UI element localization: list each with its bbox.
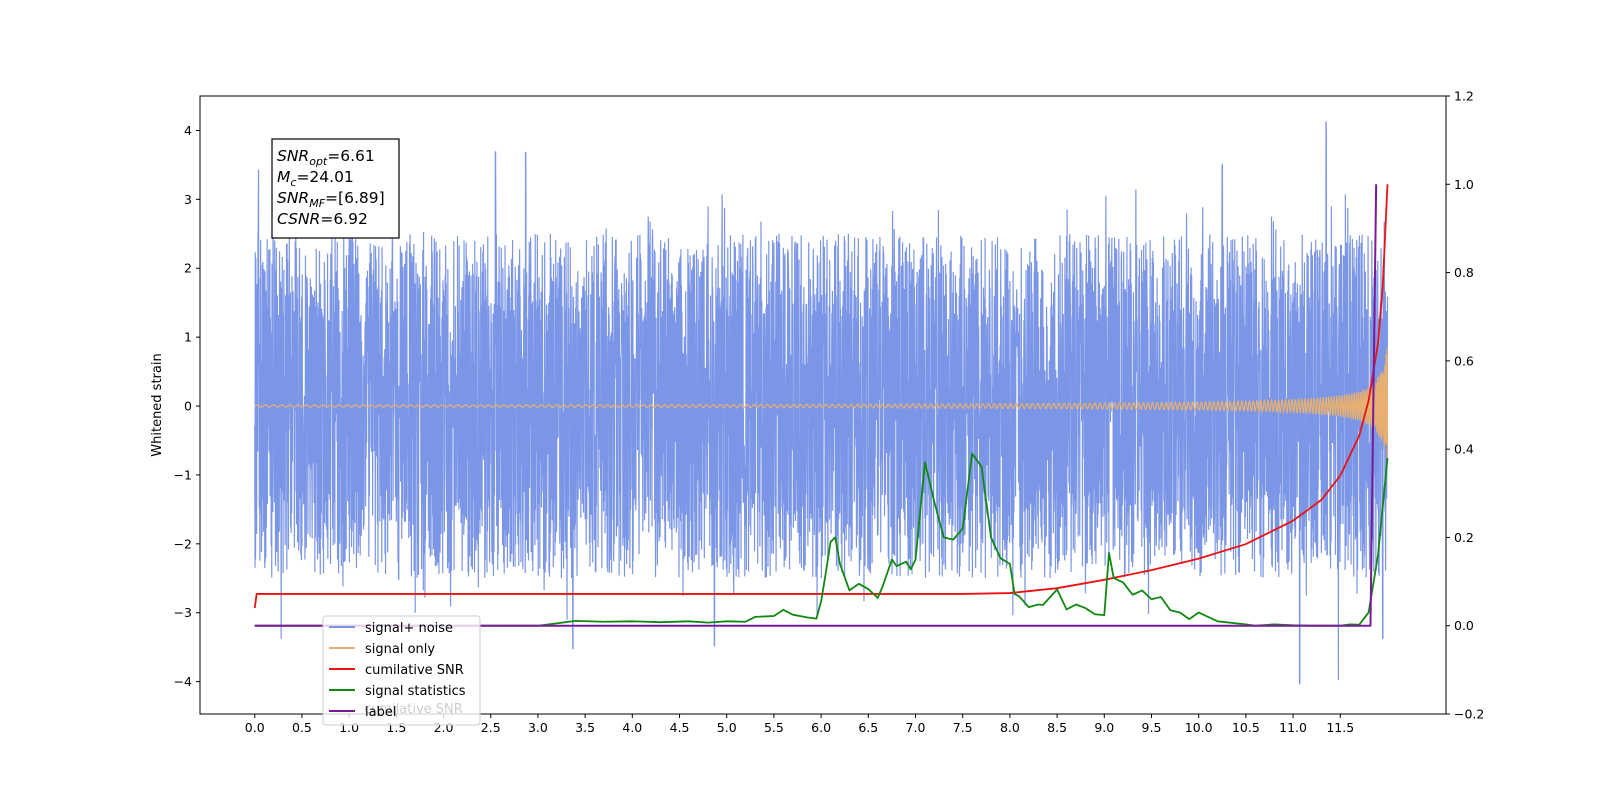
- y2-tick-label: 0.8: [1454, 265, 1474, 280]
- y-tick-label: −1: [174, 467, 192, 482]
- y2-tick-label: 0.0: [1454, 618, 1474, 633]
- x-tick-label: 7.5: [953, 720, 973, 735]
- y-tick-label: −2: [174, 536, 192, 551]
- series-line-signal-only: [254, 347, 1389, 462]
- x-tick-label: 0.5: [292, 720, 312, 735]
- x-tick-label: 8.5: [1047, 720, 1067, 735]
- annotation-line: SNRMF=[6.89]: [277, 189, 385, 210]
- plot-area: [253, 121, 1389, 685]
- y-tick-label: −4: [174, 674, 192, 689]
- plot-frame: [199, 95, 1447, 715]
- x-tick-label: 6.5: [858, 720, 878, 735]
- x-tick-label: 2.5: [481, 720, 501, 735]
- x-tick-label: 10.0: [1185, 720, 1213, 735]
- x-tick-label: 0.0: [245, 720, 265, 735]
- y2-tick-label: 0.6: [1454, 353, 1474, 368]
- x-tick-label: 3.5: [575, 720, 595, 735]
- legend-frame: [322, 615, 481, 726]
- y-tick-label: 3: [184, 192, 192, 207]
- x-tick-label: 3.0: [528, 720, 548, 735]
- y-axis-label: Whitened strain: [150, 353, 165, 456]
- x-tick-label: 4.0: [622, 720, 642, 735]
- series-line-label: [254, 184, 1378, 627]
- x-tick-label: 4.5: [670, 720, 690, 735]
- x-tick-label: 5.5: [764, 720, 784, 735]
- y2-tick-label: 1.0: [1454, 177, 1474, 192]
- y2-tick-label: −0.2: [1454, 707, 1484, 722]
- x-tick-label: 7.0: [906, 720, 926, 735]
- y-tick-label: 0: [184, 399, 192, 414]
- legend-label: signal only: [365, 642, 435, 657]
- legend-label: signal statistics: [365, 684, 466, 699]
- x-tick-label: 11.5: [1326, 720, 1354, 735]
- x-tick-label: 8.0: [1000, 720, 1020, 735]
- y2-tick-label: 1.2: [1454, 89, 1474, 104]
- legend-label: label: [365, 705, 396, 720]
- y-tick-label: 2: [184, 261, 192, 276]
- x-tick-label: 6.0: [811, 720, 831, 735]
- series-line-signal-noise: [254, 121, 1389, 685]
- y-tick-label: −3: [174, 605, 192, 620]
- series-line-signal-statistics: [254, 452, 1389, 627]
- legend-label: cumilative SNR: [365, 663, 464, 678]
- series-line-cumilative-snr: [253, 184, 1389, 609]
- x-tick-label: 5.0: [717, 720, 737, 735]
- annotation-line: CSNR=6.92: [277, 210, 368, 228]
- annotation-line: SNRopt=6.61: [277, 147, 375, 168]
- x-tick-label: 9.5: [1142, 720, 1162, 735]
- legend-label: signal+ noise: [365, 621, 453, 636]
- y-tick-label: 1: [184, 330, 192, 345]
- x-tick-label: 9.0: [1094, 720, 1114, 735]
- y2-tick-label: 0.2: [1454, 530, 1474, 545]
- annotation-line: Mc=24.01: [277, 168, 354, 189]
- y2-tick-label: 0.4: [1454, 442, 1474, 457]
- axes: 0.0 0.5 1.0 1.5 2.0 2.5 3.0 3.5 4.0 4.5 5.0 5.5 6.0 6…: [174, 89, 1485, 736]
- annotation-box: [271, 138, 400, 239]
- x-tick-label: 10.5: [1232, 720, 1260, 735]
- x-tick-label: 11.0: [1279, 720, 1307, 735]
- y-tick-label: 4: [184, 123, 192, 138]
